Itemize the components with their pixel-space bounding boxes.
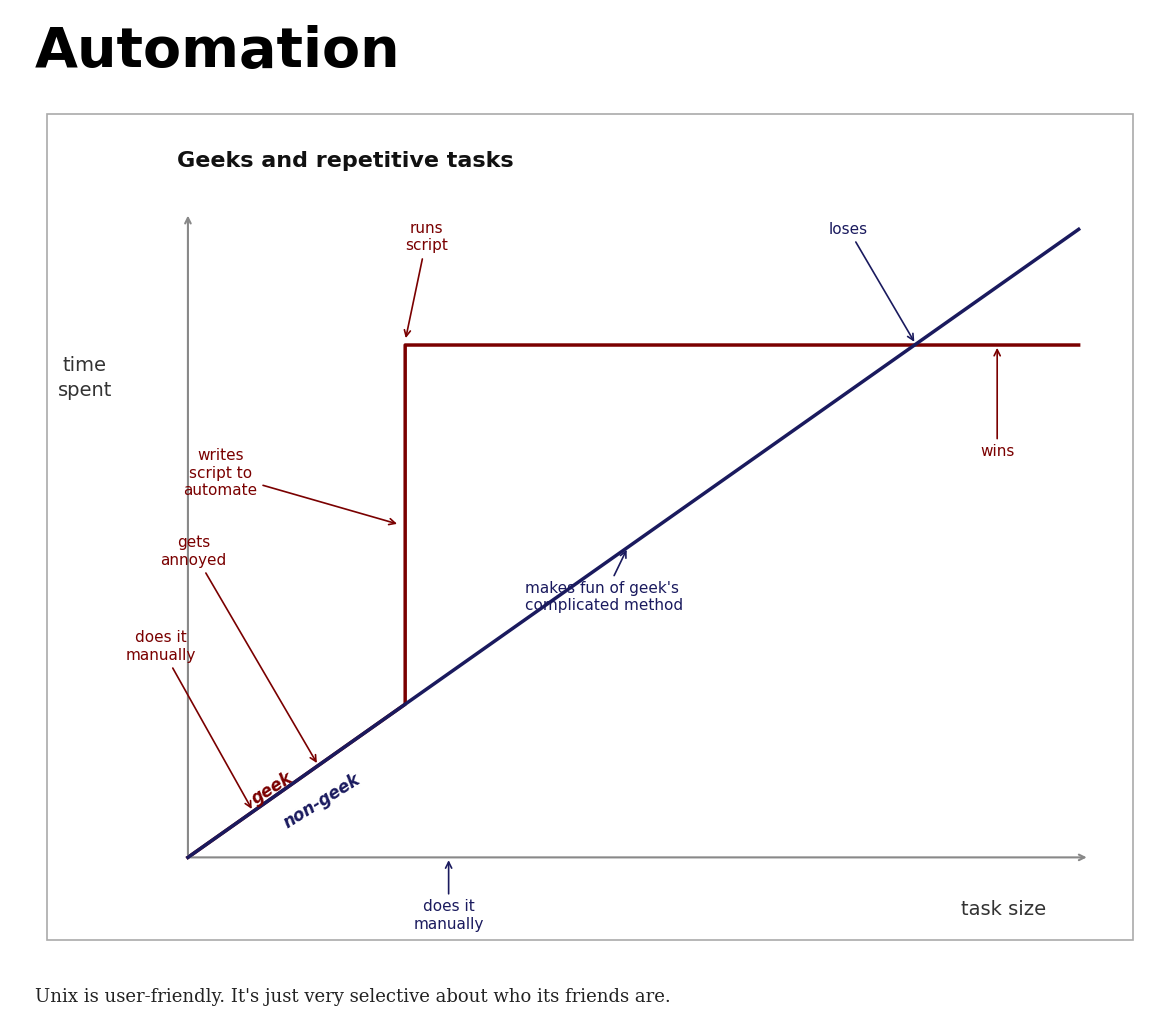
Text: does it
manually: does it manually	[413, 862, 484, 932]
Text: Geeks and repetitive tasks: Geeks and repetitive tasks	[178, 151, 514, 170]
Text: does it
manually: does it manually	[126, 630, 251, 808]
Text: gets
annoyed: gets annoyed	[160, 535, 315, 761]
Text: non-geek: non-geek	[280, 771, 364, 833]
Text: runs
script: runs script	[404, 221, 449, 337]
Text: loses: loses	[829, 222, 913, 340]
Text: Unix is user-friendly. It's just very selective about who its friends are.: Unix is user-friendly. It's just very se…	[35, 988, 670, 1006]
Text: time
spent: time spent	[57, 356, 112, 400]
Text: Automation: Automation	[35, 25, 401, 79]
Text: makes fun of geek's
complicated method: makes fun of geek's complicated method	[524, 552, 683, 614]
Text: geek: geek	[248, 769, 296, 808]
Text: task size: task size	[961, 901, 1047, 919]
Text: wins: wins	[980, 349, 1014, 460]
Text: writes
script to
automate: writes script to automate	[183, 448, 395, 525]
